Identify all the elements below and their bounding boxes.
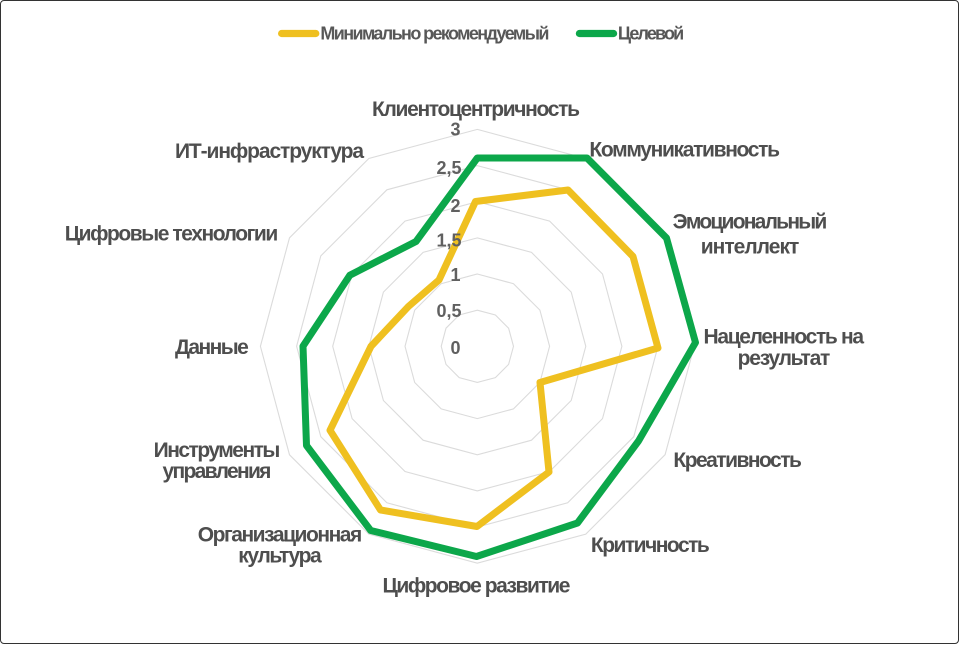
svg-text:Цифровые технологии: Цифровые технологии (65, 222, 279, 245)
svg-text:Нацеленность на: Нацеленность на (704, 325, 865, 348)
svg-text:Минимально рекомендуемый: Минимально рекомендуемый (320, 24, 549, 44)
svg-text:1: 1 (450, 265, 460, 285)
svg-text:Критичность: Критичность (591, 534, 710, 557)
svg-text:2: 2 (450, 196, 460, 216)
svg-text:Цифровое развитие: Цифровое развитие (383, 575, 571, 598)
svg-text:Креативность: Креативность (673, 449, 802, 472)
svg-text:0: 0 (450, 338, 460, 358)
svg-text:Целевой: Целевой (618, 24, 684, 44)
svg-text:управления: управления (163, 460, 272, 483)
svg-text:Коммуникативность: Коммуникативность (589, 139, 780, 162)
svg-text:Клиентоцентричность: Клиентоцентричность (372, 98, 580, 121)
svg-text:интеллект: интеллект (701, 236, 800, 259)
svg-text:Данные: Данные (175, 336, 249, 359)
svg-text:3: 3 (450, 120, 460, 140)
svg-text:Организационная: Организационная (198, 523, 363, 546)
svg-text:результат: результат (738, 347, 831, 370)
svg-text:Инструменты: Инструменты (154, 439, 281, 462)
svg-text:2,5: 2,5 (436, 158, 461, 178)
svg-text:ИТ-инфраструктура: ИТ-инфраструктура (175, 140, 364, 163)
svg-text:0,5: 0,5 (436, 301, 461, 321)
svg-text:1,5: 1,5 (436, 231, 461, 251)
svg-text:Эмоциональный: Эмоциональный (673, 211, 828, 234)
svg-text:культура: культура (238, 545, 322, 568)
